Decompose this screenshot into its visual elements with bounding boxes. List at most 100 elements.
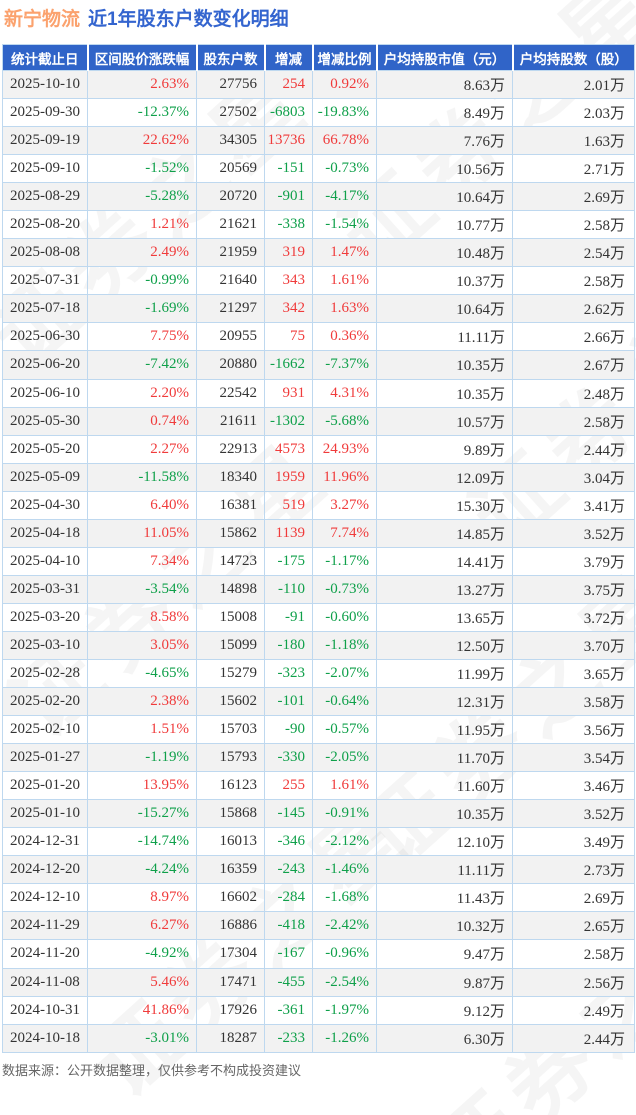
table-row: 2025-03-31 -3.54% 14898 -110 -0.73% 13.27万 3.7… bbox=[2, 574, 635, 604]
holder-count-cell: 34305 bbox=[196, 126, 265, 156]
delta-pct-cell: 1.61% bbox=[312, 771, 377, 801]
table-row: 2024-11-20 -4.92% 17304 -167 -0.96% 9.47万 2.58… bbox=[2, 939, 635, 969]
avg-shares-cell: 3.52万 bbox=[512, 518, 635, 548]
col-delta-pct: 增减比例 bbox=[312, 44, 378, 71]
holder-count-cell: 16602 bbox=[196, 883, 265, 913]
delta-cell: -243 bbox=[264, 855, 313, 885]
avg-market-value-cell: 11.11万 bbox=[376, 322, 513, 352]
delta-pct-cell: 0.92% bbox=[312, 69, 377, 100]
delta-pct-cell: -0.73% bbox=[312, 574, 377, 604]
page-subtitle: 近1年股东户数变化明细 bbox=[88, 9, 289, 30]
avg-shares-cell: 2.44万 bbox=[512, 1023, 635, 1053]
table-row: 2025-05-30 0.74% 21611 -1302 -5.68% 10.57万 2.5… bbox=[2, 406, 635, 436]
delta-cell: -418 bbox=[264, 911, 313, 941]
delta-cell: 1959 bbox=[264, 462, 313, 492]
date-cell: 2024-10-18 bbox=[2, 1023, 88, 1053]
delta-cell: -91 bbox=[264, 602, 313, 632]
holder-count-cell: 15793 bbox=[196, 743, 265, 773]
avg-shares-cell: 2.49万 bbox=[512, 995, 635, 1025]
avg-market-value-cell: 14.85万 bbox=[376, 518, 513, 548]
table-body: 2025-10-10 2.63% 27756 254 0.92% 8.63万 2.01万 20… bbox=[2, 69, 635, 1053]
date-cell: 2025-06-30 bbox=[2, 322, 88, 352]
holder-count-cell: 21297 bbox=[196, 294, 265, 324]
col-delta: 增减 bbox=[264, 44, 314, 71]
delta-pct-cell: 4.31% bbox=[312, 378, 377, 408]
holder-count-cell: 21611 bbox=[196, 406, 265, 436]
holder-count-cell: 18287 bbox=[196, 1023, 265, 1053]
price-change-cell: -14.74% bbox=[87, 827, 197, 857]
avg-shares-cell: 3.46万 bbox=[512, 771, 635, 801]
avg-shares-cell: 3.75万 bbox=[512, 574, 635, 604]
holder-count-cell: 20955 bbox=[196, 322, 265, 352]
table-row: 2025-04-30 6.40% 16381 519 3.27% 15.30万 3.41万 bbox=[2, 490, 635, 520]
avg-market-value-cell: 6.30万 bbox=[376, 1023, 513, 1053]
date-cell: 2024-11-20 bbox=[2, 939, 88, 969]
table-row: 2025-08-20 1.21% 21621 -338 -1.54% 10.77万 2.58… bbox=[2, 210, 635, 240]
avg-market-value-cell: 13.65万 bbox=[376, 602, 513, 632]
date-cell: 2025-04-18 bbox=[2, 518, 88, 548]
date-cell: 2025-01-10 bbox=[2, 799, 88, 829]
delta-pct-cell: 1.61% bbox=[312, 266, 377, 296]
delta-pct-cell: -7.37% bbox=[312, 350, 377, 380]
table-row: 2025-02-28 -4.65% 15279 -323 -2.07% 11.99万 3.6… bbox=[2, 658, 635, 689]
date-cell: 2024-12-20 bbox=[2, 855, 88, 885]
date-cell: 2025-04-10 bbox=[2, 546, 88, 576]
holder-count-cell: 16013 bbox=[196, 827, 265, 857]
table-row: 2025-05-09 -11.58% 18340 1959 11.96% 12.09万 3.… bbox=[2, 462, 635, 492]
avg-shares-cell: 2.58万 bbox=[512, 266, 635, 296]
delta-cell: 342 bbox=[264, 294, 313, 324]
avg-shares-cell: 2.71万 bbox=[512, 154, 635, 184]
delta-cell: -455 bbox=[264, 967, 313, 997]
price-change-cell: -4.24% bbox=[87, 855, 197, 885]
delta-pct-cell: 3.27% bbox=[312, 490, 377, 520]
price-change-cell: -3.54% bbox=[87, 574, 197, 604]
table-row: 2025-06-30 7.75% 20955 75 0.36% 11.11万 2.66万 bbox=[2, 322, 635, 352]
avg-market-value-cell: 13.27万 bbox=[376, 574, 513, 604]
avg-market-value-cell: 10.64万 bbox=[376, 182, 513, 212]
table-row: 2025-02-20 2.38% 15602 -101 -0.64% 12.31万 3.58… bbox=[2, 687, 635, 717]
delta-pct-cell: -1.97% bbox=[312, 995, 377, 1025]
price-change-cell: 3.05% bbox=[87, 630, 197, 660]
avg-market-value-cell: 11.11万 bbox=[376, 855, 513, 885]
date-cell: 2024-10-31 bbox=[2, 995, 88, 1025]
date-cell: 2025-07-18 bbox=[2, 294, 88, 324]
avg-market-value-cell: 10.77万 bbox=[376, 210, 513, 240]
holder-count-cell: 22913 bbox=[196, 434, 265, 464]
avg-shares-cell: 3.72万 bbox=[512, 602, 635, 632]
avg-shares-cell: 3.79万 bbox=[512, 546, 635, 576]
avg-shares-cell: 3.70万 bbox=[512, 630, 635, 660]
table-row: 2025-01-20 13.95% 16123 255 1.61% 11.60万 3.46万 bbox=[2, 771, 635, 801]
price-change-cell: 7.34% bbox=[87, 546, 197, 576]
holder-count-cell: 15862 bbox=[196, 518, 265, 548]
table-row: 2025-04-10 7.34% 14723 -175 -1.17% 14.41万 3.79… bbox=[2, 546, 635, 576]
delta-pct-cell: -0.64% bbox=[312, 687, 377, 717]
date-cell: 2025-09-30 bbox=[2, 98, 88, 128]
date-cell: 2025-08-08 bbox=[2, 238, 88, 268]
col-price-change: 区间股价涨跌幅 bbox=[87, 44, 198, 71]
table-row: 2025-09-10 -1.52% 20569 -151 -0.73% 10.56万 2.7… bbox=[2, 154, 635, 184]
holder-count-cell: 22542 bbox=[196, 378, 265, 408]
table-row: 2025-03-10 3.05% 15099 -180 -1.18% 12.50万 3.70… bbox=[2, 630, 635, 660]
avg-shares-cell: 2.65万 bbox=[512, 911, 635, 941]
table-row: 2025-09-19 22.62% 34305 13736 66.78% 7.76万 1.6… bbox=[2, 126, 635, 156]
delta-cell: -233 bbox=[264, 1023, 313, 1053]
avg-market-value-cell: 12.09万 bbox=[376, 462, 513, 492]
avg-market-value-cell: 11.70万 bbox=[376, 743, 513, 773]
delta-pct-cell: -0.60% bbox=[312, 602, 377, 632]
avg-market-value-cell: 12.10万 bbox=[376, 827, 513, 857]
avg-market-value-cell: 9.87万 bbox=[376, 967, 513, 997]
delta-cell: 254 bbox=[264, 69, 313, 100]
avg-shares-cell: 2.03万 bbox=[512, 98, 635, 128]
stock-name: 新宁物流 bbox=[4, 9, 81, 30]
price-change-cell: 11.05% bbox=[87, 518, 197, 548]
col-date: 统计截止日 bbox=[2, 44, 89, 71]
col-avg-market-value: 户均持股市值（元） bbox=[376, 44, 514, 71]
data-source-note: 数据来源：公开数据整理，仅供参考不构成投资建议 bbox=[2, 1062, 302, 1078]
table-header-row: 统计截止日 区间股价涨跌幅 股东户数 增减 增减比例 户均持股市值（元） 户均持股数（股） bbox=[2, 44, 635, 71]
delta-pct-cell: -19.83% bbox=[312, 98, 377, 128]
avg-shares-cell: 2.54万 bbox=[512, 238, 635, 268]
delta-cell: -346 bbox=[264, 827, 313, 857]
delta-cell: 1139 bbox=[264, 518, 313, 548]
price-change-cell: -15.27% bbox=[87, 799, 197, 829]
holder-count-cell: 16381 bbox=[196, 490, 265, 520]
